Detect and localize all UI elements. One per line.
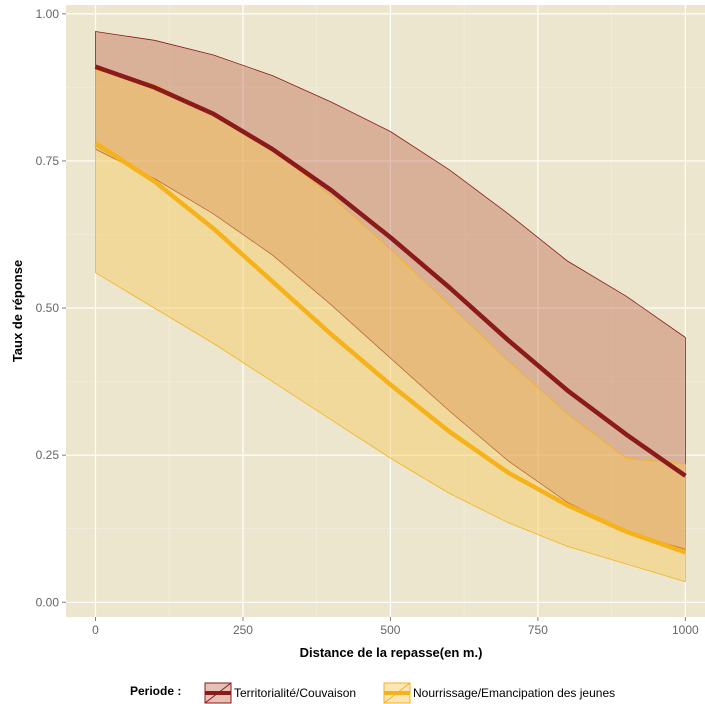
x-tick-label: 1000 [672, 623, 699, 637]
legend-title: Periode : [130, 684, 181, 698]
line-nourrissage [94, 141, 687, 555]
line-territorialite [94, 64, 687, 478]
x-tick-label: 0 [92, 623, 99, 637]
plot-panel [66, 5, 705, 617]
y-tick-label: 0.75 [36, 154, 60, 168]
x-tick-label: 750 [528, 623, 548, 637]
y-axis-title: Taux de réponse [10, 260, 25, 362]
series-lines [94, 64, 687, 555]
legend-label-nourrissage: Nourrissage/Emancipation des jeunes [413, 686, 615, 700]
y-tick-label: 0.00 [36, 595, 60, 609]
confidence-bands [95, 31, 686, 583]
y-tick-label: 0.50 [36, 301, 60, 315]
legend-label-territorialite: Territorialité/Couvaison [234, 686, 356, 700]
y-tick-label: 1.00 [36, 7, 60, 21]
y-tick-label: 0.25 [36, 448, 60, 462]
x-tick-label: 250 [233, 623, 253, 637]
legend-key-territorialite [204, 682, 232, 704]
legend-key-nourrissage [383, 682, 411, 704]
axes: 0 250 500 750 1000 0.00 0.25 0.50 0.75 1.00 [36, 7, 699, 637]
x-axis-title: Distance de la repasse(en m.) [300, 645, 483, 660]
band-nourrissage [95, 69, 686, 583]
x-tick-label: 500 [380, 623, 400, 637]
legend: Periode : Territorialité/Couvaison Nourr… [130, 682, 615, 704]
